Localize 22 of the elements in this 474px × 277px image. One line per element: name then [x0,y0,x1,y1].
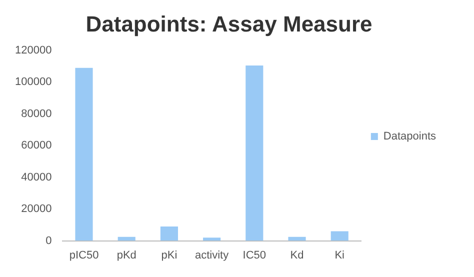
bar [246,65,264,241]
x-tick-label: pKi [161,249,178,262]
y-tick-label: 80000 [21,108,52,120]
legend-label: Datapoints [383,130,436,143]
bar [203,238,221,241]
y-tick-label: 40000 [21,171,52,184]
x-tick-label: IC50 [242,249,266,262]
x-tick-label: activity [194,249,230,262]
bar [288,236,306,241]
x-tick-label: pKd [116,249,136,262]
bar [75,68,93,241]
y-tick-label: 0 [46,234,52,247]
x-tick-label: Ki [334,249,344,262]
y-tick-label: 60000 [21,140,52,152]
y-tick-label: 120000 [14,44,52,56]
x-tick-label: pIC50 [69,249,99,262]
bar [330,231,348,241]
y-tick-label: 20000 [21,203,52,216]
y-tick-label: 100000 [14,76,52,88]
x-tick-label: Kd [290,249,304,262]
bar [160,226,178,241]
chart-title: Datapoints: Assay Measure [86,11,372,36]
